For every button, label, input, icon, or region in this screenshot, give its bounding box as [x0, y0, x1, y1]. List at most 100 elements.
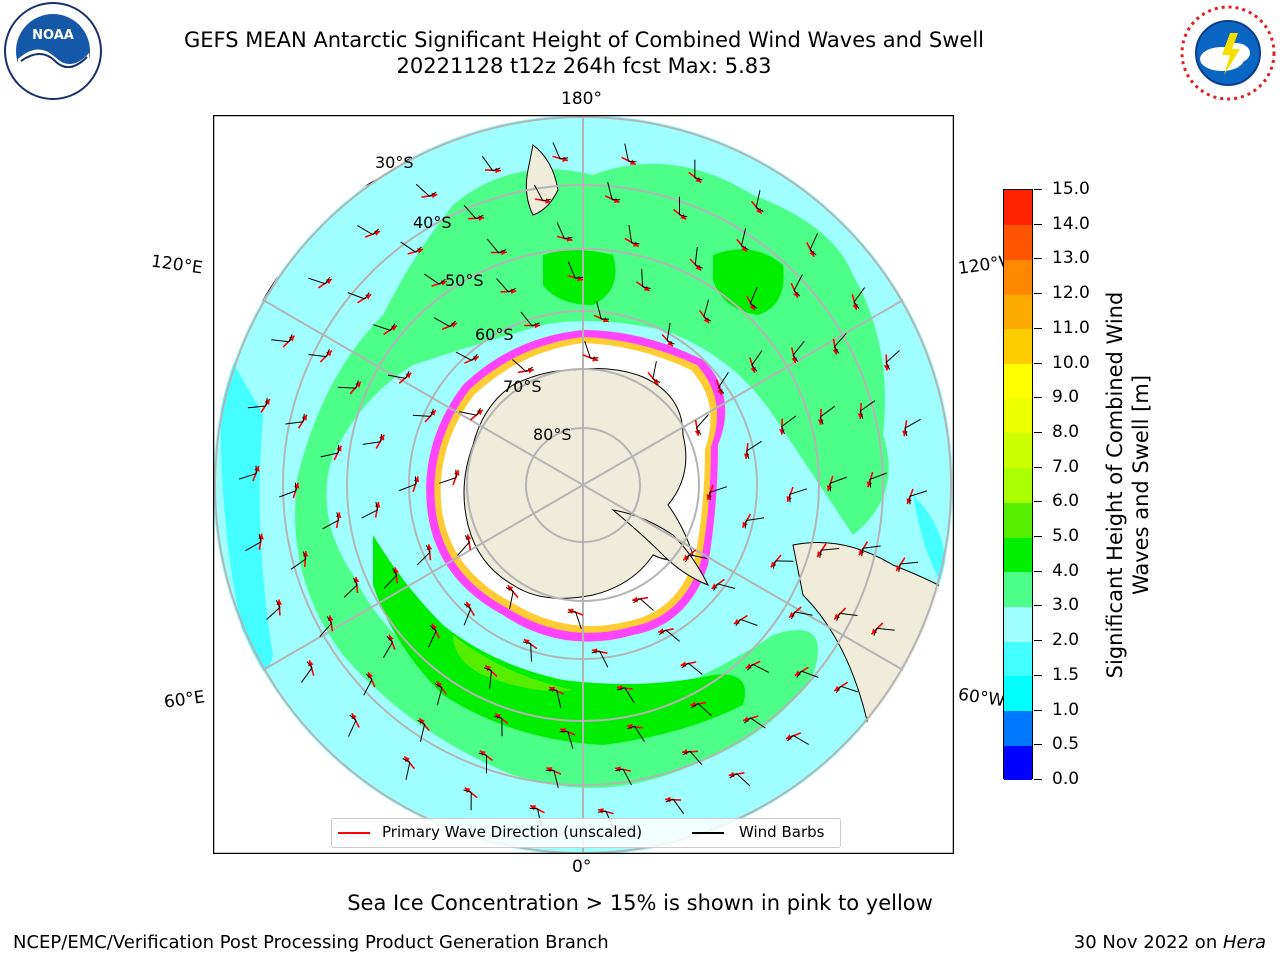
wind-barb-feather [718, 387, 725, 394]
wind-barb-feather [429, 625, 437, 632]
wind-barb-feather [402, 758, 411, 763]
wind-barb-feather [615, 768, 624, 772]
wind-barb [718, 372, 729, 388]
wind-barb [876, 627, 895, 631]
colorbar-tick [1034, 501, 1042, 503]
wave-arrow-head [326, 350, 332, 357]
colorbar-segment [1004, 432, 1032, 469]
wave-arrow-head [264, 399, 270, 405]
wind-barb-feather [564, 237, 573, 240]
wind-barb-feather [696, 427, 702, 435]
wind-barb [839, 612, 858, 616]
wave-arrow-head [680, 213, 687, 220]
wave-arrow-head [430, 410, 436, 416]
wind-barb [624, 687, 635, 704]
colorbar-tick-label: 0.0 [1052, 769, 1080, 789]
colorbar-tick [1034, 431, 1042, 433]
wind-barb [900, 561, 919, 565]
wind-barb-feather [306, 661, 313, 669]
wind-barb-feather [898, 563, 901, 572]
wave-arrow-head [592, 356, 598, 362]
lat-label-80s: 80°S [533, 425, 572, 444]
colorbar-tick [1034, 293, 1042, 295]
wind-barb [415, 183, 430, 197]
wind-barb-feather [575, 276, 584, 279]
legend-barb-line [692, 832, 724, 834]
colorbar-segment [1004, 571, 1032, 607]
map-legend: Primary Wave Direction (unscaled) Wind B… [331, 818, 841, 848]
wind-barb [792, 734, 809, 745]
wind-barb-feather [265, 398, 268, 407]
lon-label-180: 180° [561, 89, 602, 109]
wind-barb-feather [405, 371, 410, 379]
wind-barb-feather [628, 160, 637, 163]
wave-arrow-head [789, 611, 795, 618]
colorbar-segment [1004, 641, 1032, 677]
colorbar-segment [1004, 745, 1032, 781]
wave-arrow-head [374, 501, 381, 508]
wind-barb-feather [665, 798, 674, 803]
colorbar-tick [1034, 466, 1042, 468]
wave-arrow-head [871, 628, 878, 635]
wind-barb-feather [835, 685, 842, 694]
wind-barb [904, 418, 921, 429]
wave-arrow-head [485, 665, 492, 672]
wind-barb [285, 421, 304, 425]
colorbar-tick-label: 2.0 [1052, 630, 1080, 651]
wind-barb-feather [531, 322, 540, 327]
colorbar-segment [1004, 502, 1032, 538]
colorbar-tick-label: 9.0 [1052, 387, 1080, 408]
land-africa-tip [213, 713, 294, 836]
wave-arrow-head [405, 372, 412, 379]
wind-barb-feather [386, 635, 393, 643]
colorbar-segment [1004, 398, 1032, 434]
wind-barb [463, 608, 472, 626]
wind-barb-feather [372, 228, 379, 235]
wave-arrow-head [419, 718, 425, 725]
wind-barb-feather [336, 512, 340, 521]
wind-barb [596, 301, 602, 320]
wind-barb-feather [375, 501, 379, 511]
wind-barb-feather [380, 433, 383, 442]
wave-arrow-head [683, 554, 690, 561]
wind-barb [486, 238, 500, 254]
colorbar-tick [1034, 258, 1042, 260]
wind-barb [419, 724, 426, 742]
wind-barb [362, 441, 381, 445]
colorbar-tick [1034, 362, 1042, 364]
wind-barb [308, 277, 326, 285]
wind-barb-feather [741, 245, 749, 251]
wave-arrow-head [288, 335, 295, 342]
wind-barb [387, 374, 406, 379]
legend-wave-label: Primary Wave Direction (unscaled) [382, 823, 643, 841]
wind-barb [347, 292, 365, 300]
wind-barb-feather [666, 340, 675, 345]
wind-barb [696, 414, 709, 429]
wind-barb [736, 773, 751, 787]
land-new-zealand [525, 144, 559, 216]
wind-barb-feather [434, 683, 443, 689]
wave-arrow-head [896, 565, 902, 571]
wind-barb [322, 519, 339, 530]
wind-barb-feather [498, 249, 507, 254]
lon-label-60e: 60°E [162, 687, 207, 713]
wind-barb [689, 554, 707, 559]
wind-barb [624, 143, 629, 162]
wind-barbs [238, 142, 928, 828]
wind-barb [459, 411, 477, 416]
wind-barb-feather [633, 598, 641, 604]
wind-barb [279, 490, 297, 498]
wind-barb-feather [430, 408, 434, 417]
wave-arrow-head [859, 549, 865, 556]
wind-barb [556, 222, 565, 240]
wind-barb [489, 670, 492, 689]
wave-arrow-head [577, 275, 583, 282]
wave-arrow-head [562, 156, 568, 162]
map-title: GEFS MEAN Antarctic Significant Height o… [183, 28, 985, 52]
wind-barb [746, 440, 762, 452]
wind-barb-feather [449, 320, 456, 327]
wind-barb [869, 472, 887, 480]
wave-arrow-head [355, 381, 361, 388]
wind-barb [247, 405, 266, 409]
wind-barb [361, 509, 378, 519]
